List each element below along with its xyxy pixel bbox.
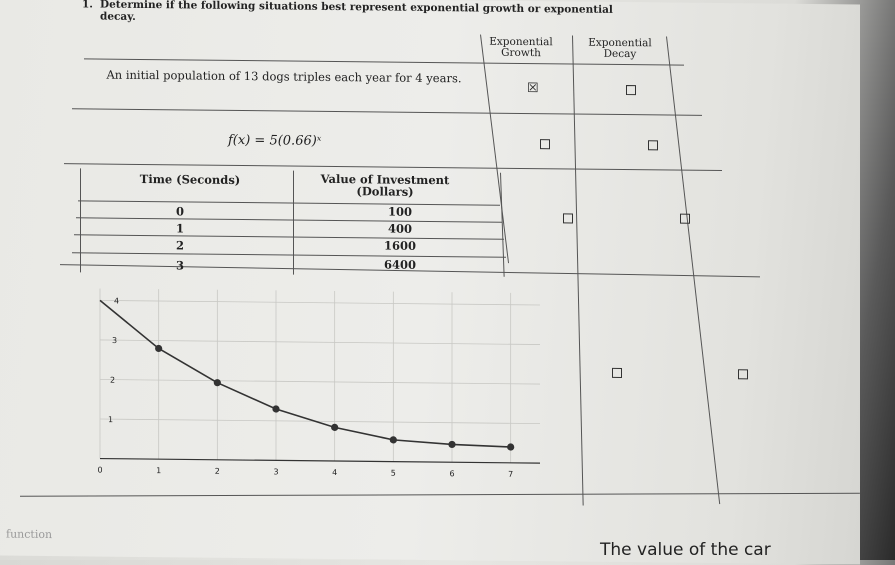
worksheet-paper: 1. Determine if the following situations… — [0, 0, 860, 565]
inv-v-left — [80, 168, 81, 273]
x-tick-3: 3 — [273, 467, 278, 476]
inv-time-0: 0 — [175, 204, 184, 219]
grid-h-1 — [100, 418, 540, 425]
x-tick-1: 1 — [156, 466, 161, 475]
data-point-2 — [213, 379, 221, 387]
grid-h-2 — [100, 379, 540, 385]
x-tick-2: 2 — [215, 467, 220, 476]
inv-h2 — [76, 217, 502, 223]
data-point-7 — [507, 443, 515, 451]
row1-decay-checkbox[interactable] — [626, 85, 636, 96]
x-tick-5: 5 — [391, 469, 396, 478]
inv-value-3: 6400 — [383, 257, 416, 272]
x-tick-4: 4 — [332, 468, 337, 477]
x-tick-6: 6 — [449, 469, 454, 478]
x-tick-0: 0 — [97, 466, 102, 475]
grid-h-4 — [100, 300, 540, 306]
row2-formula: f(x) = 5(0.66)ˣ — [228, 132, 322, 149]
inv-h3 — [74, 234, 504, 240]
row4-growth-checkbox[interactable] — [612, 367, 622, 379]
inv-time-1: 1 — [175, 221, 184, 236]
x-axis — [100, 457, 540, 464]
grid-line-v2 — [572, 35, 584, 506]
row3-decay-checkbox[interactable] — [680, 213, 690, 224]
decay-curve — [99, 299, 511, 448]
row2-decay-checkbox[interactable] — [648, 140, 658, 151]
y-tick-4: 4 — [114, 297, 119, 306]
row2-growth-checkbox[interactable] — [540, 139, 550, 150]
question-text: Determine if the following situations be… — [100, 0, 613, 23]
inv-value-1: 400 — [387, 221, 412, 236]
y-tick-1: 1 — [108, 415, 113, 424]
data-point-6 — [448, 440, 456, 449]
data-point-5 — [389, 436, 397, 444]
question-block: 1. Determine if the following situations… — [82, 0, 622, 28]
data-point-4 — [331, 423, 339, 431]
inv-time-2: 2 — [175, 238, 184, 253]
header-exponential-decay: Exponential Decay — [588, 36, 652, 61]
bottom-text: The value of the car — [600, 540, 771, 560]
row1-situation: An initial population of 13 dogs triples… — [106, 67, 462, 86]
row3-growth-checkbox[interactable] — [563, 213, 573, 224]
inv-value-0: 100 — [387, 204, 412, 219]
y-tick-2: 2 — [110, 376, 115, 385]
grid-line-v1 — [480, 34, 510, 264]
inv-h1 — [78, 200, 500, 206]
data-point-3 — [272, 405, 280, 413]
inv-header-time: Time (Seconds) — [139, 171, 241, 188]
inv-value-2: 1600 — [383, 238, 416, 253]
header-exponential-growth: Exponential Growth — [489, 35, 553, 60]
decay-graph: 0 1 2 3 4 5 6 7 1 2 3 4 — [97, 288, 540, 479]
row1-growth-checkbox-checked[interactable]: ☒ — [527, 81, 539, 97]
x-tick-7: 7 — [508, 470, 513, 479]
grid-line-h2 — [72, 108, 702, 117]
faint-text-function: function — [6, 527, 53, 542]
grid-line-v3 — [666, 36, 721, 505]
row4-decay-checkbox[interactable] — [738, 369, 748, 380]
data-point-1 — [155, 344, 163, 353]
grid-line-h3 — [64, 163, 722, 172]
inv-h4 — [72, 252, 506, 258]
inv-v-mid — [293, 170, 294, 275]
grid-h-3 — [100, 339, 540, 345]
inv-header-value: Value of Investment (Dollars) — [320, 171, 450, 199]
y-tick-3: 3 — [112, 336, 117, 345]
question-number: 1. — [82, 0, 93, 11]
